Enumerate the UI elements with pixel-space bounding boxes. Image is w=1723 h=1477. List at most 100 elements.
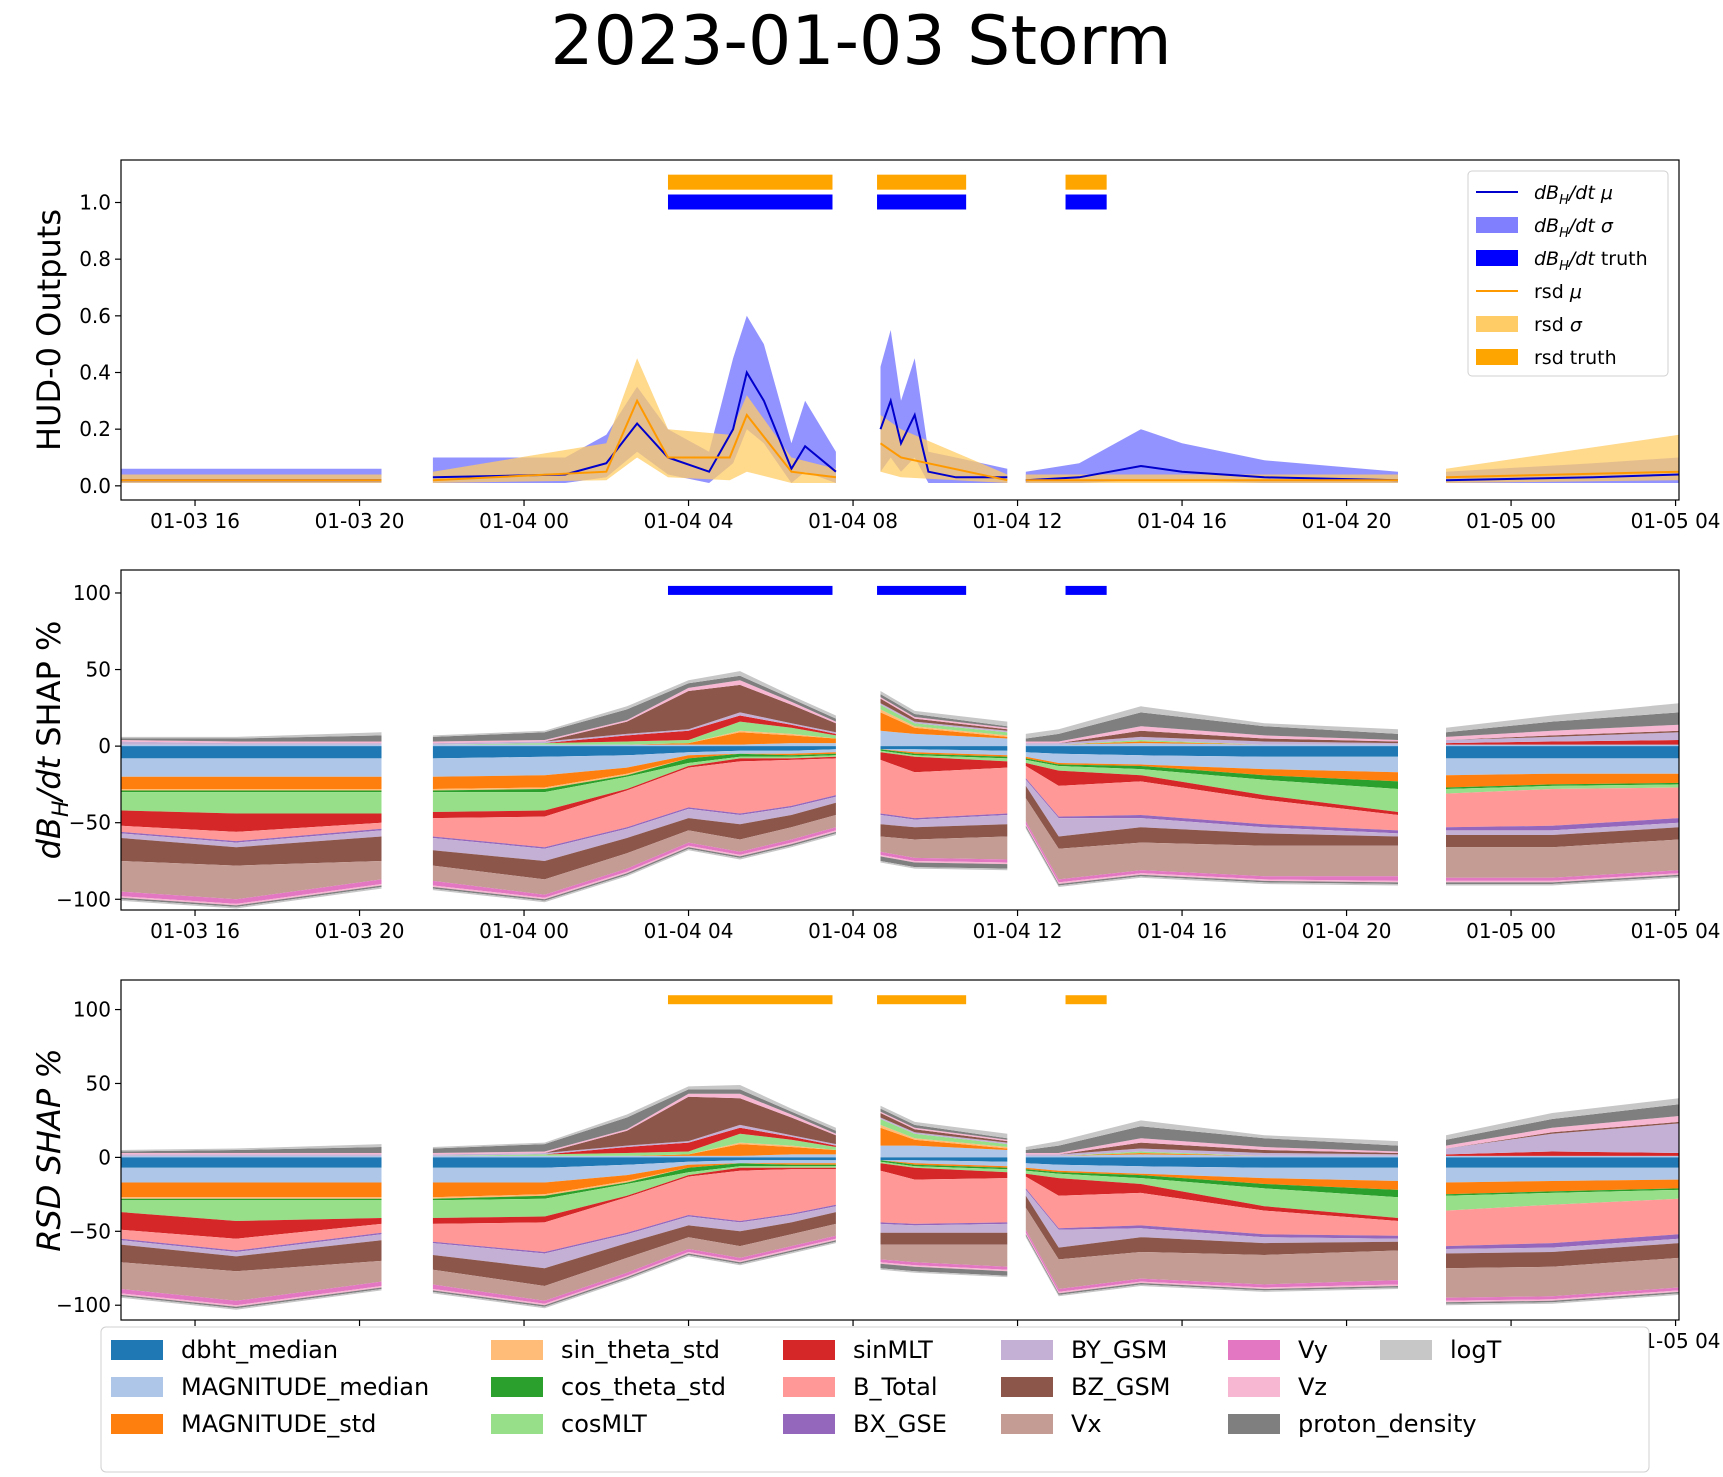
area-MAGNITUDE_median-negative-seg4 <box>1446 758 1679 776</box>
area-cos_theta_std-negative-seg3 <box>1025 1169 1398 1198</box>
area-logT-positive-seg3 <box>1025 706 1398 739</box>
x-tick-label: 01-03 20 <box>315 509 405 533</box>
area-proton_density-negative-seg0 <box>121 1287 382 1309</box>
x-tick-label: 01-05 00 <box>1466 509 1556 533</box>
area-MAGNITUDE_std-positive-seg1 <box>432 1144 836 1156</box>
area-BY_GSM-positive-seg4 <box>1446 732 1679 744</box>
legend-swatch <box>1001 1340 1053 1360</box>
legend-label: B_Total <box>853 1373 938 1401</box>
legend-label: Vz <box>1298 1373 1327 1401</box>
area-cos_theta_std-negative-seg0 <box>121 790 382 793</box>
area-MAGNITUDE_std-positive-seg1 <box>432 732 836 745</box>
bottom-legend-box <box>100 1326 1650 1473</box>
x-tick-label: 01-03 16 <box>150 919 240 943</box>
area-proton_density-positive-seg0 <box>121 1147 382 1153</box>
area-MAGNITUDE_median-negative-seg1 <box>432 749 836 777</box>
area-cosMLT-positive-seg3 <box>1025 1151 1398 1156</box>
area-dbht_median-negative-seg3 <box>1025 1157 1398 1168</box>
area-sinMLT-negative-seg2 <box>880 752 1008 773</box>
area-MAGNITUDE_std-negative-seg3 <box>1025 1167 1398 1190</box>
area-BY_GSM-negative-seg1 <box>432 1206 836 1269</box>
area-proton_density-positive-seg3 <box>1025 712 1398 742</box>
area-proton_density-positive-seg3 <box>1025 1126 1398 1153</box>
line-dbhdt-mu-seg1 <box>432 369 837 479</box>
area-B_Total-negative-seg1 <box>432 1169 836 1252</box>
legend-label: MAGNITUDE_std <box>181 1410 376 1438</box>
area-MAGNITUDE_median-negative-seg0 <box>121 1167 382 1183</box>
area-MAGNITUDE_median-negative-seg2 <box>880 749 1008 756</box>
area-cos_theta_std-negative-seg1 <box>432 1163 836 1201</box>
area-BZ_GSM-negative-seg1 <box>432 1212 836 1286</box>
area-Vz-positive-seg0 <box>121 740 382 744</box>
legend-label: BZ_GSM <box>1071 1373 1170 1401</box>
area-Vz-positive-seg0 <box>121 1153 382 1155</box>
area-BY_GSM-negative-seg4 <box>1446 822 1679 835</box>
area-Vz-negative-seg4 <box>1446 1290 1679 1303</box>
area-cosMLT-negative-seg0 <box>121 1200 382 1221</box>
area-cosMLT-negative-seg0 <box>121 792 382 814</box>
legend-item-sin_theta_std: sin_theta_std <box>491 1336 720 1364</box>
area-BZ_GSM-negative-seg1 <box>432 802 836 880</box>
legend-label: dBH/dt σ <box>1534 215 1614 241</box>
y-axis-label: dBH/dt SHAP % <box>30 621 74 860</box>
area-dbht_median-negative-seg0 <box>121 1157 382 1168</box>
panel-legend: dBH/dt μ dBH/dt σ dBH/dt truth rsd μ rsd σ rs… <box>1467 170 1669 377</box>
panels: 0.0 0.2 0.4 0.6 0.8 1.0 01-03 16 01-03 20 01-04 … <box>30 159 1721 1353</box>
band-rsd-sigma-seg4 <box>1446 434 1679 483</box>
bottom-legend: dbht_median MAGNITUDE_median MAGNITUDE_std… <box>100 1326 1650 1473</box>
y-tick-label: 0.0 <box>79 474 111 498</box>
area-MAGNITUDE_median-positive-seg4 <box>1446 1155 1679 1158</box>
area-Vz-positive-seg2 <box>880 697 1008 730</box>
legend-swatch <box>1476 349 1518 365</box>
area-B_Total-negative-seg3 <box>1025 766 1398 831</box>
x-tick-label: 01-04 16 <box>1137 919 1227 943</box>
x-tick-label: 01-04 00 <box>479 509 569 533</box>
band-rsd-sigma-seg0 <box>121 474 382 483</box>
area-dbht_median-negative-seg1 <box>432 746 836 759</box>
legend-label: dBH/dt μ <box>1534 182 1613 208</box>
area-B_Total-negative-seg0 <box>121 822 382 842</box>
area-sin_theta_std-negative-seg0 <box>121 789 382 791</box>
legend-swatch <box>1001 1377 1053 1397</box>
plot-area <box>121 995 1679 1310</box>
area-B_Total-negative-seg4 <box>1446 1198 1679 1247</box>
area-proton_density-negative-seg4 <box>1446 1291 1679 1304</box>
area-BZ_GSM-positive-seg4 <box>1446 1121 1679 1149</box>
legend-label: sin_theta_std <box>561 1336 720 1364</box>
area-MAGNITUDE_std-positive-seg2 <box>880 1127 1008 1150</box>
legend-item-B_Total: B_Total <box>783 1373 938 1401</box>
legend-item-5: rsd truth <box>1476 347 1617 369</box>
area-dbht_median-negative-seg4 <box>1446 746 1679 759</box>
area-sinMLT-positive-seg4 <box>1446 1151 1679 1156</box>
legend-label: sinMLT <box>853 1336 933 1364</box>
area-BY_GSM-negative-seg1 <box>432 796 836 861</box>
legend-item-3: rsd μ <box>1476 281 1582 303</box>
line-rsd-mu-seg1 <box>432 398 837 482</box>
truth-bar-0 <box>667 585 833 595</box>
y-tick-label: −50 <box>69 1219 111 1243</box>
legend-swatch <box>1228 1340 1280 1360</box>
area-cosMLT-negative-seg2 <box>880 750 1008 762</box>
area-BZ_GSM-positive-seg4 <box>1446 730 1679 740</box>
area-cosMLT-negative-seg3 <box>1025 1170 1398 1218</box>
area-BZ_GSM-negative-seg4 <box>1446 827 1679 848</box>
area-sinMLT-negative-seg0 <box>121 1212 382 1239</box>
area-MAGNITUDE_median-positive-seg2 <box>880 730 1008 747</box>
area-MAGNITUDE_median-negative-seg2 <box>880 1160 1008 1167</box>
area-logT-negative-seg4 <box>1446 876 1679 886</box>
area-sinMLT-positive-seg1 <box>432 1127 836 1156</box>
area-sin_theta_std-negative-seg0 <box>121 1197 382 1199</box>
area-B_Total-negative-seg2 <box>880 1170 1008 1224</box>
area-cosMLT-negative-seg4 <box>1446 784 1679 794</box>
legend-swatch <box>111 1377 163 1397</box>
area-Vx-negative-seg2 <box>880 1244 1008 1267</box>
legend-label: dBH/dt truth <box>1534 248 1648 274</box>
area-BY_GSM-negative-seg2 <box>880 815 1008 828</box>
rsd-truth-bar-1 <box>877 174 967 190</box>
area-MAGNITUDE_median-positive-seg0 <box>121 1155 382 1158</box>
area-logT-positive-seg2 <box>880 691 1008 727</box>
area-sinMLT-negative-seg3 <box>1025 1173 1398 1221</box>
x-tick-label: 01-05 00 <box>1466 919 1556 943</box>
